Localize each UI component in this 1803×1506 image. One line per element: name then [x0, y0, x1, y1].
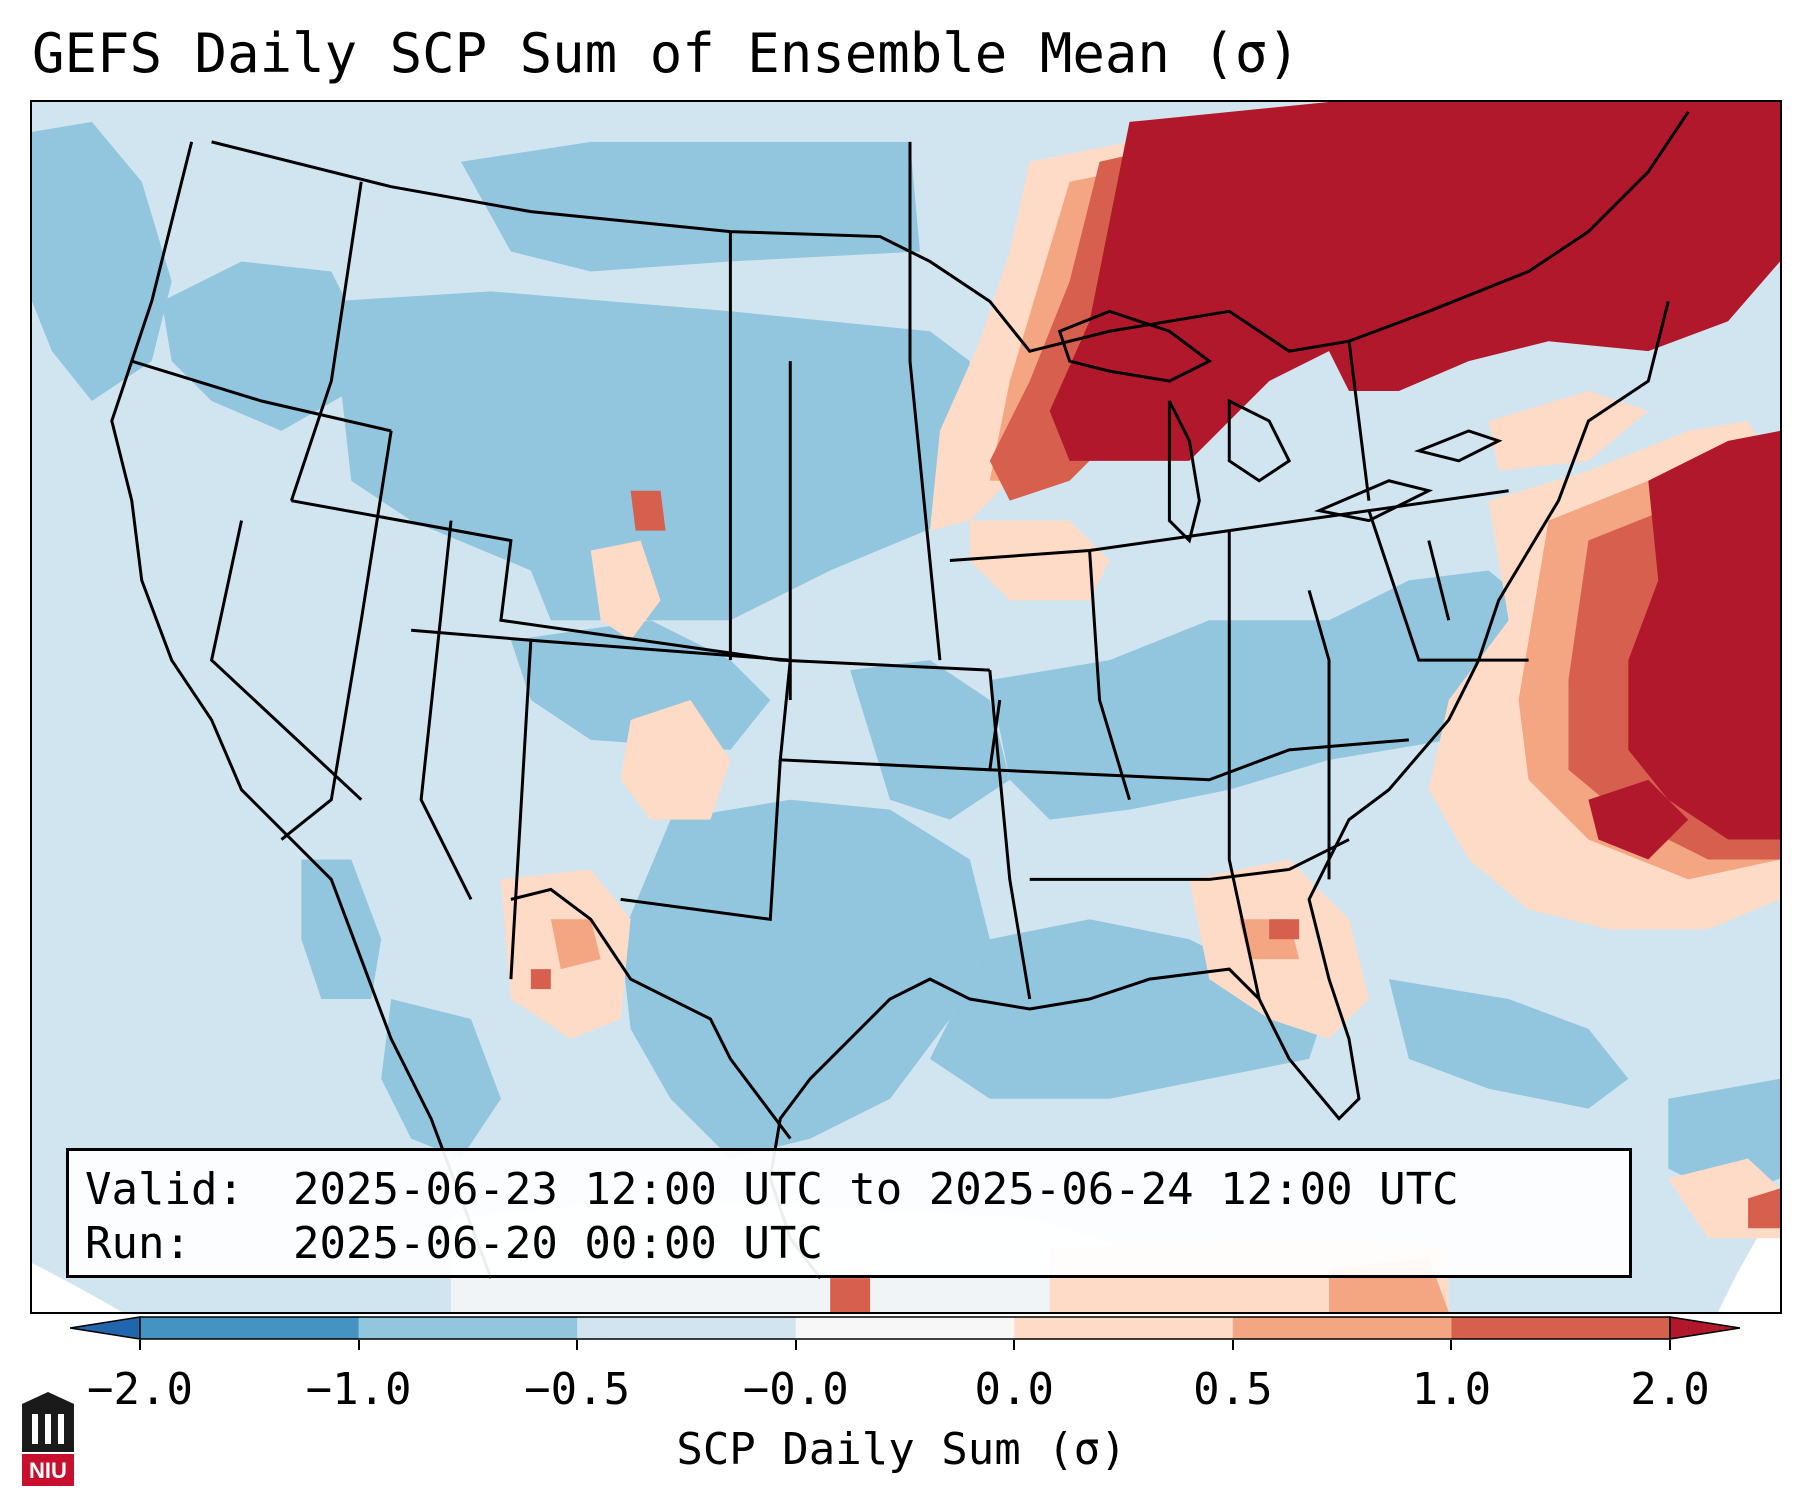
chart-title: GEFS Daily SCP Sum of Ensemble Mean (σ): [32, 22, 1300, 85]
anomaly-dark-red: [1049, 102, 1780, 860]
colorbar-segment: [140, 1317, 360, 1339]
colorbar-tick-label: 0.0: [974, 1364, 1055, 1415]
colorbar-ticks: −2.0 −1.0 −0.5 −0.0 0.0 0.5 1.0 2.0: [0, 1340, 1803, 1420]
projection-edge-left: [32, 1263, 122, 1312]
colorbar-segment: [577, 1317, 797, 1339]
colorbar-tick-label: 1.0: [1411, 1364, 1492, 1415]
colorbar-tick-label: 2.0: [1630, 1364, 1710, 1415]
boundaries: [110, 111, 1690, 1280]
run-label: Run:: [85, 1218, 191, 1269]
colorbar: [70, 1316, 1740, 1340]
great-lakes: [1057, 309, 1503, 544]
colorbar-segment: [358, 1317, 578, 1339]
colorbar-svg: [70, 1316, 1740, 1340]
colorbar-tick-mark: [1013, 1340, 1016, 1350]
colorbar-tick-label: 0.5: [1193, 1364, 1273, 1415]
colorbar-segment: [1014, 1317, 1234, 1339]
colorbar-tick-mark: [1669, 1340, 1671, 1350]
colorbar-tick-label: −1.0: [305, 1364, 412, 1415]
colorbar-tick-mark: [1450, 1340, 1453, 1350]
colorbar-segment: [795, 1317, 1015, 1339]
colorbar-label: SCP Daily Sum (σ): [676, 1424, 1127, 1475]
niu-logo-icon: NIU: [22, 1392, 74, 1486]
colorbar-tick-mark: [794, 1340, 797, 1350]
colorbar-segment: [1232, 1317, 1452, 1339]
colorbar-tick-label: −2.0: [87, 1364, 193, 1415]
colorbar-extend-low: [70, 1316, 141, 1340]
colorbar-outline: [139, 1316, 1671, 1340]
colorbar-tick-label: −0.0: [742, 1364, 849, 1415]
colorbar-tick-mark: [357, 1340, 360, 1350]
colorbar-extend-high: [1669, 1316, 1740, 1340]
colorbar-segment: [1451, 1317, 1671, 1339]
svg-text:NIU: NIU: [29, 1458, 67, 1483]
colorbar-tick-mark: [1231, 1340, 1234, 1350]
run-value: 2025-06-20 00:00 UTC: [293, 1218, 823, 1269]
niu-logo: NIU: [18, 1390, 78, 1490]
valid-run-box: Valid: 2025-06-23 12:00 UTC to 2025-06-24…: [66, 1148, 1632, 1278]
colorbar-tick-mark: [139, 1340, 141, 1350]
colorbar-tick-mark: [576, 1340, 579, 1350]
valid-label: Valid:: [85, 1164, 244, 1215]
valid-value: 2025-06-23 12:00 UTC to 2025-06-24 12:00…: [293, 1164, 1459, 1215]
scp-map: [32, 102, 1780, 1312]
map-panel: [30, 100, 1782, 1314]
colorbar-tick-label: −0.5: [524, 1364, 631, 1415]
